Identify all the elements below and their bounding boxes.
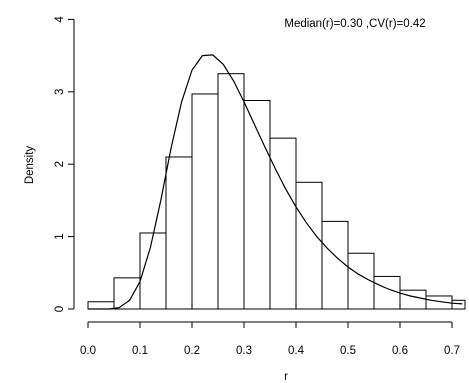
density-curve bbox=[88, 54, 463, 310]
x-tick-label: 0.4 bbox=[288, 345, 305, 357]
y-tick-label: 1 bbox=[54, 233, 66, 239]
histogram-bar bbox=[269, 137, 297, 310]
histogram-bar bbox=[243, 99, 271, 310]
histogram-bar bbox=[347, 252, 375, 310]
x-tick-label: 0.7 bbox=[444, 345, 460, 357]
x-tick-label: 0.0 bbox=[80, 345, 96, 357]
x-tick-label: 0.6 bbox=[392, 345, 408, 357]
x-tick-label: 0.1 bbox=[132, 345, 148, 357]
y-tick-label: 0 bbox=[54, 306, 66, 312]
histogram-bar bbox=[113, 277, 141, 310]
x-tick-label: 0.2 bbox=[184, 345, 200, 357]
histogram-bar bbox=[321, 220, 349, 310]
y-tick-label: 4 bbox=[54, 16, 66, 23]
x-axis: 0.0 0.1 0.2 0.3 0.4 0.5 0.6 0.7 bbox=[80, 321, 460, 357]
histogram-bar bbox=[399, 289, 427, 310]
x-axis-label: r bbox=[284, 371, 288, 383]
histogram-bar bbox=[451, 299, 466, 310]
histogram-bar bbox=[191, 93, 219, 310]
histogram-bar bbox=[373, 275, 401, 310]
y-axis: 0 1 2 3 4 bbox=[54, 16, 75, 312]
histogram-bar bbox=[295, 181, 323, 310]
y-tick-label: 3 bbox=[54, 89, 66, 95]
histogram-bars bbox=[87, 73, 466, 310]
x-tick-label: 0.3 bbox=[236, 345, 252, 357]
chart-annotation: Median(r)=0.30 ,CV(r)=0.42 bbox=[284, 18, 425, 30]
histogram-bar bbox=[139, 232, 167, 310]
histogram-bar bbox=[165, 156, 193, 310]
x-tick-label: 0.5 bbox=[340, 345, 356, 357]
histogram-bar bbox=[217, 73, 245, 310]
y-tick-label: 2 bbox=[54, 161, 66, 167]
histogram-bar bbox=[87, 301, 115, 310]
y-axis-label: Density bbox=[24, 146, 36, 185]
